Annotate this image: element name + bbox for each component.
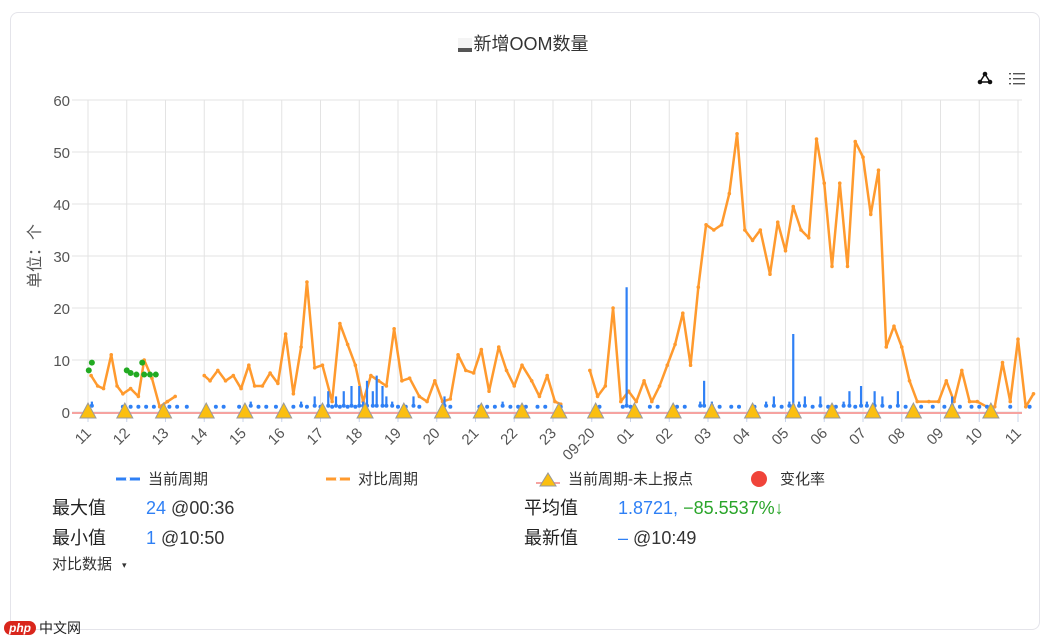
svg-text:02: 02	[652, 425, 676, 449]
stat-avg-value: 1.8721,	[618, 498, 679, 518]
stat-max-time: @00:36	[171, 498, 235, 518]
svg-text:09-20: 09-20	[559, 425, 598, 464]
stat-latest-label: 最新值	[524, 528, 578, 548]
svg-text:20: 20	[53, 301, 70, 318]
chart-toolbox	[976, 70, 1026, 86]
triangle-icon	[536, 471, 560, 486]
stat-max: 最大值 24 @00:36	[52, 494, 234, 520]
svg-text:22: 22	[497, 425, 521, 449]
stat-min-label: 最小值	[52, 528, 106, 548]
stat-avg: 平均值 1.8721, −85.5537%↓	[524, 494, 784, 520]
svg-text:17: 17	[304, 425, 328, 449]
svg-text:0: 0	[62, 405, 70, 422]
svg-text:03: 03	[691, 425, 715, 449]
stat-avg-label: 平均值	[524, 498, 578, 518]
svg-text:单位：个: 单位：个	[25, 224, 44, 288]
red-circle-icon	[751, 470, 767, 487]
svg-text:60: 60	[53, 93, 70, 110]
legend-item-compare[interactable]: 对比周期	[326, 468, 418, 489]
svg-text:11: 11	[72, 425, 95, 448]
caret-down-icon: ▾	[122, 559, 127, 570]
svg-text:19: 19	[381, 425, 405, 449]
svg-text:16: 16	[265, 425, 289, 449]
compare-data-label: 对比数据	[52, 556, 113, 573]
svg-text:09: 09	[924, 425, 948, 449]
svg-text:04: 04	[730, 425, 754, 449]
svg-text:15: 15	[226, 425, 250, 449]
svg-text:01: 01	[614, 425, 638, 449]
orange-line-icon	[326, 476, 350, 481]
legend-label: 当前周期	[148, 471, 209, 488]
legend-label: 对比周期	[358, 471, 419, 488]
svg-text:20: 20	[420, 425, 444, 449]
stat-max-label: 最大值	[52, 498, 106, 518]
svg-text:40: 40	[53, 197, 70, 214]
chart-title-text: 新增OOM数量	[473, 34, 589, 54]
svg-text:10: 10	[53, 353, 70, 370]
svg-text:12: 12	[110, 425, 134, 449]
svg-text:23: 23	[536, 425, 560, 449]
compare-data-dropdown[interactable]: 对比数据 ▾	[52, 553, 127, 574]
blue-line-icon	[116, 476, 140, 481]
svg-text:50: 50	[53, 145, 70, 162]
svg-text:14: 14	[187, 425, 211, 449]
stat-min: 最小值 1 @10:50	[52, 524, 224, 550]
stat-latest-time: @10:49	[633, 528, 697, 548]
stat-max-value: 24	[146, 498, 167, 518]
logo-icon	[457, 38, 472, 53]
chart-title: 新增OOM数量	[0, 30, 1046, 56]
svg-text:21: 21	[459, 425, 483, 449]
chart-legend: 当前周期 对比周期 当前周期-未上报点 变化率	[0, 468, 1046, 488]
stat-min-time: @10:50	[161, 528, 225, 548]
legend-item-current[interactable]: 当前周期	[116, 468, 208, 489]
svg-text:18: 18	[342, 425, 366, 449]
svg-text:30: 30	[53, 249, 70, 266]
watermark: php 中文网	[4, 618, 81, 638]
stat-latest-value: –	[618, 528, 629, 548]
chart-card	[10, 12, 1040, 630]
legend-item-change-rate[interactable]: 变化率	[750, 468, 825, 489]
stat-avg-change: −85.5537%↓	[683, 498, 784, 518]
data-view-icon[interactable]	[976, 70, 994, 86]
svg-text:08: 08	[885, 425, 909, 449]
svg-text:11: 11	[1002, 425, 1025, 448]
list-icon[interactable]	[1008, 70, 1026, 86]
svg-text:05: 05	[769, 425, 793, 449]
svg-text:07: 07	[846, 425, 870, 449]
stat-min-value: 1	[146, 528, 157, 548]
svg-text:13: 13	[149, 425, 173, 449]
php-logo: php	[4, 621, 36, 635]
svg-text:10: 10	[962, 425, 986, 449]
watermark-text: 中文网	[39, 620, 81, 636]
stat-latest: 最新值 – @10:49	[524, 524, 696, 550]
legend-label: 当前周期-未上报点	[568, 471, 693, 488]
legend-label: 变化率	[780, 471, 826, 488]
legend-item-unreported[interactable]: 当前周期-未上报点	[536, 468, 693, 489]
svg-text:06: 06	[807, 425, 831, 449]
